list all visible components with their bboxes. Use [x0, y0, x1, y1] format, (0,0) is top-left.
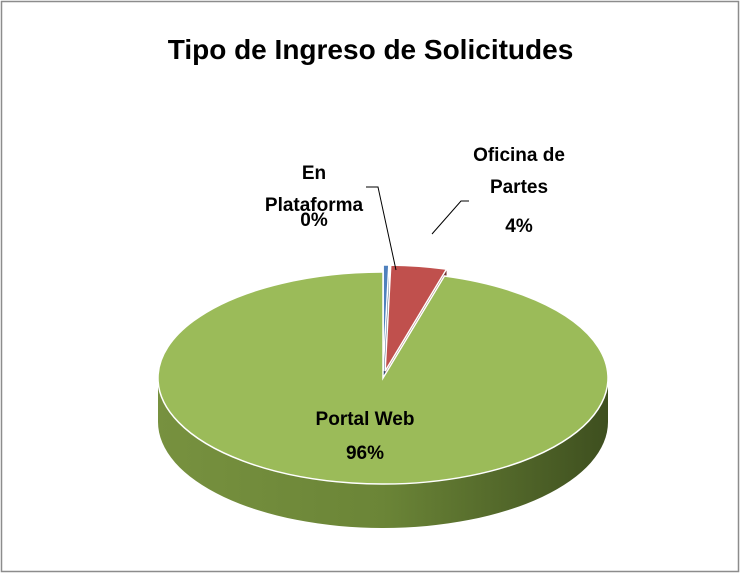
slice-top: [157, 271, 609, 485]
leader-line: [431, 200, 469, 235]
leader-line: [366, 186, 397, 271]
data-label-name: Oficina de Partes: [473, 145, 565, 198]
data-label-value: 0%: [300, 210, 328, 231]
slice: [157, 271, 609, 528]
slice-top: [384, 264, 448, 372]
slice-top: [382, 264, 390, 372]
data-label-name: Portal Web: [315, 409, 415, 430]
data-label-value: 4%: [505, 216, 533, 237]
data-label-value: 96%: [345, 443, 385, 464]
data-label-name: En Plataforma: [264, 163, 364, 216]
slice-side: [158, 378, 608, 528]
chart-title: Tipo de Ingreso de Solicitudes: [167, 34, 574, 65]
